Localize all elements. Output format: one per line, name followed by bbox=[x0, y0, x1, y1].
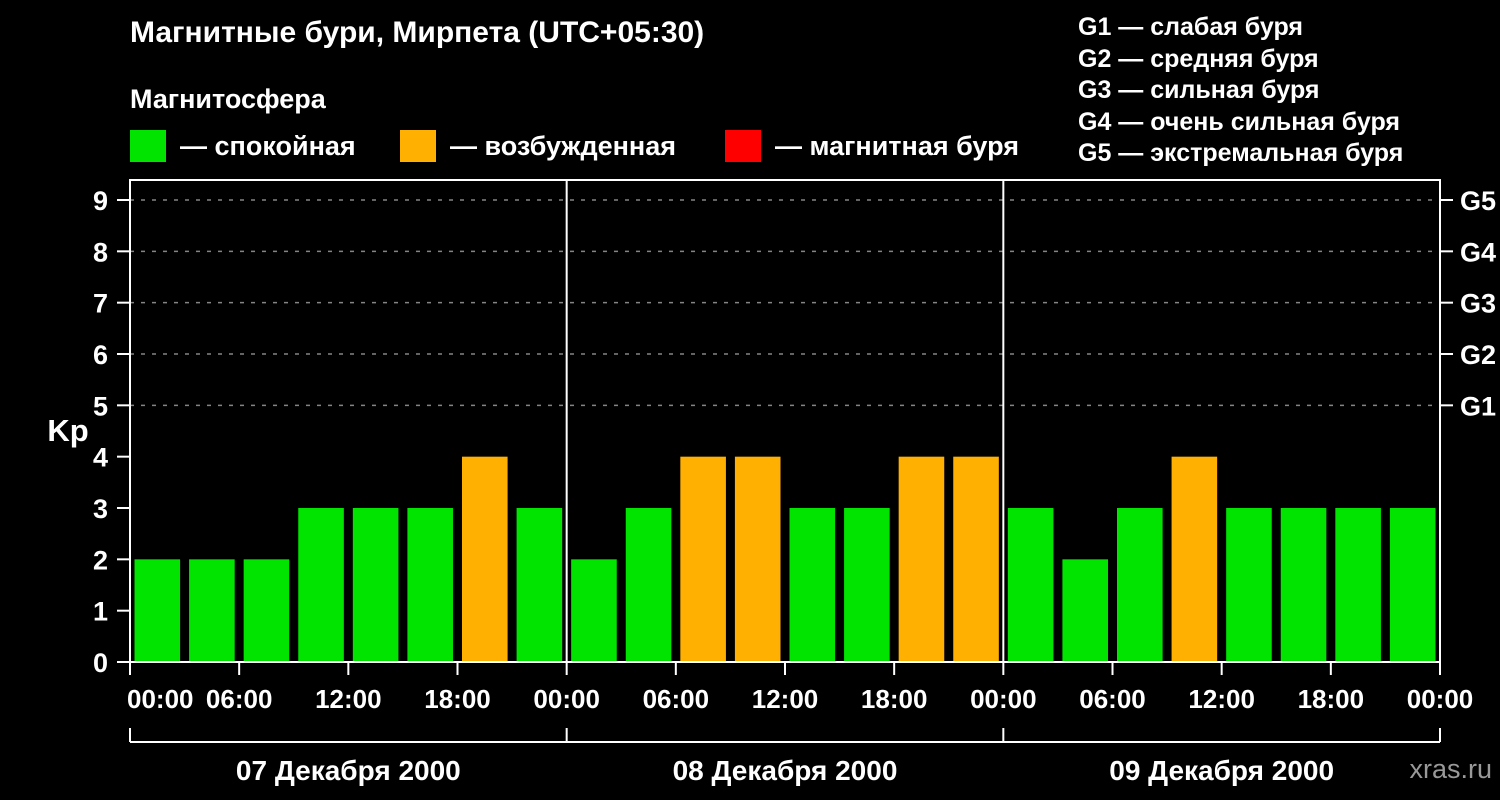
kp-bar-day1-slot3 bbox=[298, 508, 344, 662]
date-label-day3: 09 Декабря 2000 bbox=[1109, 755, 1334, 786]
x-axis-label-1: 06:00 bbox=[206, 684, 273, 714]
excited-color-swatch bbox=[400, 130, 436, 162]
chart-subtitle: Магнитосфера bbox=[130, 84, 326, 114]
date-label-day1: 07 Декабря 2000 bbox=[236, 755, 461, 786]
legend-item-storm: — магнитная буря bbox=[725, 130, 1019, 162]
kp-bar-day3-slot4 bbox=[1226, 508, 1272, 662]
x-axis-label-0: 00:00 bbox=[127, 684, 194, 714]
kp-bar-day2-slot2 bbox=[680, 456, 726, 662]
quiet-color-swatch bbox=[130, 130, 166, 162]
xras-watermark: xras.ru bbox=[1409, 754, 1492, 784]
right-axis-label-G2: G2 bbox=[1460, 340, 1496, 370]
y-axis-label-9: 9 bbox=[93, 186, 108, 216]
y-axis-label-1: 1 bbox=[93, 597, 108, 627]
x-axis-label-2: 12:00 bbox=[315, 684, 382, 714]
y-axis-label-8: 8 bbox=[93, 237, 108, 267]
g5-legend-line: G5 — экстремальная буря bbox=[1078, 139, 1404, 167]
x-axis-label-10: 12:00 bbox=[1188, 684, 1255, 714]
right-axis-label-G4: G4 bbox=[1460, 237, 1496, 267]
kp-bar-day3-slot3 bbox=[1171, 456, 1218, 662]
kp-bar-day3-slot7 bbox=[1389, 508, 1436, 662]
g3-legend-line: G3 — сильная буря bbox=[1078, 76, 1320, 104]
kp-bar-day3-slot0 bbox=[1007, 508, 1054, 662]
right-axis-label-G5: G5 bbox=[1460, 186, 1496, 216]
kp-bar-day1-slot4 bbox=[352, 508, 399, 662]
kp-bar-day1-slot1 bbox=[189, 559, 235, 662]
date-label-day2: 08 Декабря 2000 bbox=[673, 755, 898, 786]
x-axis-label-11: 18:00 bbox=[1298, 684, 1365, 714]
kp-bar-day3-slot2 bbox=[1117, 508, 1163, 662]
x-axis-label-8: 00:00 bbox=[970, 684, 1037, 714]
legend-label-quiet: — спокойная bbox=[180, 130, 356, 161]
kp-bar-day1-slot5 bbox=[407, 508, 453, 662]
kp-bar-day3-slot5 bbox=[1280, 508, 1327, 662]
y-axis-label-7: 7 bbox=[93, 289, 108, 319]
x-axis-label-7: 18:00 bbox=[861, 684, 928, 714]
storm-scale-legend: G1 — слабая буря G2 — средняя буря G3 — … bbox=[1078, 12, 1403, 170]
legend-label-excited: — возбужденная bbox=[450, 130, 676, 161]
kp-bar-day2-slot3 bbox=[734, 456, 781, 662]
kp-bar-day2-slot1 bbox=[625, 508, 672, 662]
y-axis-label-3: 3 bbox=[93, 494, 108, 524]
y-axis-label-4: 4 bbox=[93, 443, 108, 473]
x-axis-label-5: 06:00 bbox=[643, 684, 710, 714]
x-axis-label-9: 06:00 bbox=[1079, 684, 1146, 714]
g4-legend-line: G4 — очень сильная буря bbox=[1078, 107, 1400, 136]
kp-bar-day1-slot0 bbox=[134, 559, 181, 662]
kp-bar-day2-slot4 bbox=[789, 508, 836, 662]
y-axis-label-6: 6 bbox=[93, 340, 108, 370]
y-axis-label-0: 0 bbox=[93, 648, 108, 678]
right-axis-label-G1: G1 bbox=[1460, 391, 1496, 421]
x-axis-label-3: 18:00 bbox=[424, 684, 491, 714]
y-axis-label-2: 2 bbox=[93, 545, 108, 575]
kp-bar-day1-slot2 bbox=[243, 559, 290, 662]
kp-bar-day2-slot0 bbox=[571, 559, 617, 662]
g2-legend-line: G2 — средняя буря bbox=[1078, 44, 1319, 73]
kp-bar-day1-slot7 bbox=[516, 508, 563, 662]
legend-item-excited: — возбужденная bbox=[400, 130, 676, 162]
g1-legend-line: G1 — слабая буря bbox=[1078, 13, 1304, 41]
y-axis-title-kp: Kp bbox=[47, 413, 88, 448]
kp-bar-day2-slot6 bbox=[898, 456, 945, 662]
chart-title: Магнитные бури, Мирпета (UTC+05:30) bbox=[130, 16, 705, 49]
x-axis-label-12: 00:00 bbox=[1407, 684, 1474, 714]
x-axis-label-6: 12:00 bbox=[752, 684, 819, 714]
kp-bar-day2-slot5 bbox=[844, 508, 890, 662]
right-axis-label-G3: G3 bbox=[1460, 289, 1496, 319]
y-axis-label-5: 5 bbox=[93, 391, 108, 421]
kp-bar-day1-slot6 bbox=[462, 456, 508, 662]
x-axis-label-4: 00:00 bbox=[533, 684, 600, 714]
kp-bar-day3-slot1 bbox=[1062, 559, 1108, 662]
kp-bar-day2-slot7 bbox=[953, 456, 999, 662]
legend-item-quiet: — спокойная bbox=[130, 130, 356, 162]
legend-label-storm: — магнитная буря bbox=[775, 130, 1019, 161]
storm-color-swatch bbox=[725, 130, 761, 162]
kp-bar-day3-slot6 bbox=[1335, 508, 1381, 662]
